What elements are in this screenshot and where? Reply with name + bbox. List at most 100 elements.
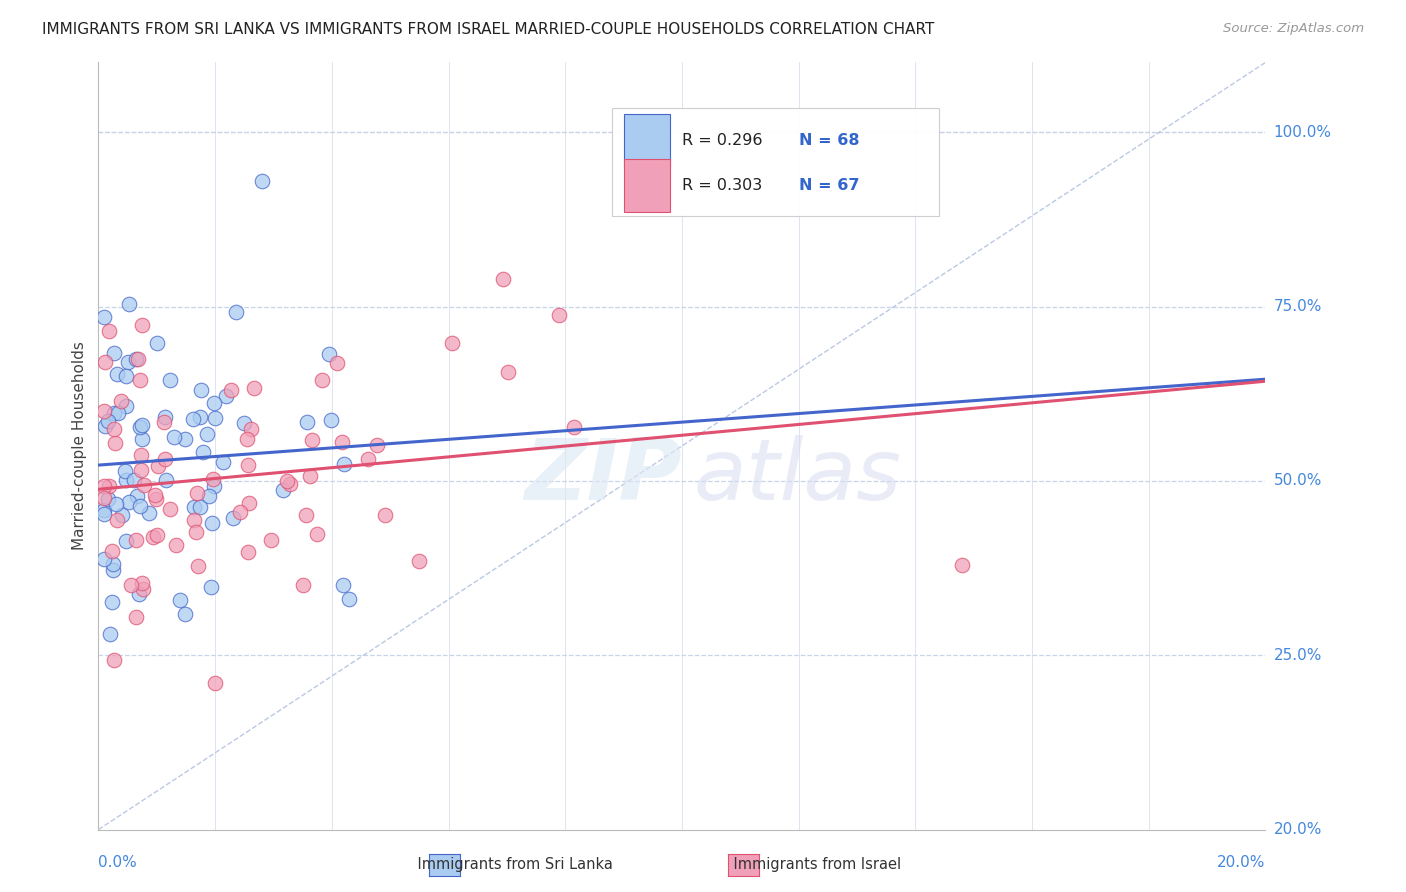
Point xyxy=(276,475,298,489)
Point xyxy=(122,473,145,487)
Text: R = 0.296: R = 0.296 xyxy=(682,133,762,148)
Point xyxy=(120,578,142,592)
Point xyxy=(496,365,519,379)
Point xyxy=(153,410,176,425)
Point xyxy=(201,472,224,486)
FancyBboxPatch shape xyxy=(624,114,671,167)
Point xyxy=(114,368,136,383)
Point xyxy=(298,469,321,483)
Point xyxy=(93,479,115,493)
Text: 20.0%: 20.0% xyxy=(1218,855,1265,870)
Point xyxy=(93,404,115,418)
Point xyxy=(100,595,122,609)
Point xyxy=(131,417,153,432)
Point xyxy=(195,426,218,441)
Text: R = 0.303: R = 0.303 xyxy=(682,178,762,194)
Point xyxy=(332,457,354,471)
Text: Immigrants from Israel: Immigrants from Israel xyxy=(716,857,901,872)
Point xyxy=(240,422,263,436)
Point xyxy=(165,538,187,552)
Point xyxy=(107,406,129,420)
FancyBboxPatch shape xyxy=(624,160,671,212)
Point xyxy=(124,351,146,366)
Point xyxy=(204,676,226,690)
Point xyxy=(318,346,340,360)
Point xyxy=(186,486,208,500)
Point xyxy=(236,545,259,559)
Point xyxy=(950,558,973,572)
Point xyxy=(212,455,235,469)
Point xyxy=(169,592,191,607)
Point xyxy=(330,435,353,450)
Point xyxy=(103,653,125,667)
Point xyxy=(118,297,141,311)
Text: 25.0%: 25.0% xyxy=(1274,648,1322,663)
Point xyxy=(229,505,252,519)
Point xyxy=(326,356,349,370)
Point xyxy=(562,420,585,434)
Point xyxy=(129,499,152,513)
Point xyxy=(357,452,380,467)
Point xyxy=(131,432,153,446)
Point xyxy=(291,578,314,592)
Text: ZIP: ZIP xyxy=(524,435,682,518)
Point xyxy=(311,373,333,387)
Y-axis label: Married-couple Households: Married-couple Households xyxy=(72,342,87,550)
Point xyxy=(221,383,243,397)
Point xyxy=(114,534,136,549)
Text: 100.0%: 100.0% xyxy=(1274,125,1331,140)
Point xyxy=(97,414,120,428)
Point xyxy=(259,533,281,547)
Point xyxy=(131,318,153,332)
Point xyxy=(100,544,122,558)
Point xyxy=(202,395,225,409)
Point xyxy=(202,478,225,492)
Point xyxy=(159,373,181,387)
Point xyxy=(131,463,153,477)
Point xyxy=(301,433,323,447)
Point xyxy=(103,406,125,420)
Point xyxy=(236,458,259,472)
Point xyxy=(93,552,115,566)
Point xyxy=(408,553,430,567)
Point xyxy=(221,511,243,525)
Text: N = 67: N = 67 xyxy=(799,178,859,194)
Point xyxy=(105,513,128,527)
Point xyxy=(117,354,139,368)
Point xyxy=(186,559,208,574)
Point xyxy=(96,492,118,507)
Point xyxy=(98,325,121,339)
Point xyxy=(173,433,195,447)
Point xyxy=(125,533,148,548)
Point xyxy=(366,438,388,452)
Point xyxy=(295,508,318,523)
Point xyxy=(131,582,153,597)
Point xyxy=(143,488,166,502)
Text: Immigrants from Sri Lanka: Immigrants from Sri Lanka xyxy=(399,857,613,872)
Point xyxy=(184,525,207,540)
Point xyxy=(131,576,153,591)
Point xyxy=(492,272,515,286)
Point xyxy=(145,492,167,507)
Point xyxy=(129,373,152,387)
Point xyxy=(204,410,226,425)
Point xyxy=(131,449,153,463)
Point xyxy=(183,500,205,515)
Point xyxy=(104,498,127,512)
Point xyxy=(159,501,181,516)
Point xyxy=(305,527,328,541)
Point xyxy=(101,563,124,577)
Point xyxy=(321,412,343,426)
Point xyxy=(233,416,256,430)
Point xyxy=(127,489,149,503)
Text: 0.0%: 0.0% xyxy=(98,855,138,870)
Point xyxy=(200,580,222,594)
Point xyxy=(197,489,219,503)
Point xyxy=(190,410,212,425)
Point xyxy=(243,381,266,395)
Point xyxy=(114,464,136,478)
Text: 20.0%: 20.0% xyxy=(1274,822,1322,837)
Point xyxy=(181,412,204,426)
Text: atlas: atlas xyxy=(693,435,901,518)
Point xyxy=(103,422,125,436)
